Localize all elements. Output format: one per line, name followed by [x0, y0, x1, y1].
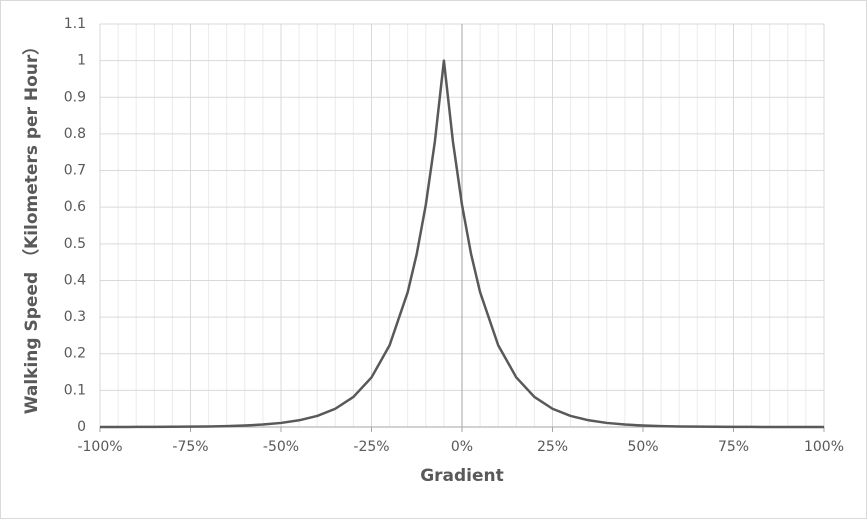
data-line: [100, 59, 824, 429]
y-tick-label: 0.7: [64, 163, 86, 179]
y-tick-label: 0.1: [64, 382, 86, 398]
x-tick-label: -25%: [353, 439, 389, 455]
y-tick-label: 0.5: [64, 236, 86, 252]
x-tick-label: -100%: [77, 439, 122, 455]
y-tick-label: 0.3: [64, 309, 86, 325]
x-tick-label: -50%: [263, 439, 299, 455]
y-tick-label: 0.8: [64, 126, 86, 142]
x-tick-label: 25%: [537, 439, 568, 455]
x-tick-label: 50%: [627, 439, 658, 455]
x-tick-label: -75%: [172, 439, 208, 455]
y-tick-label: 1.1: [64, 16, 86, 32]
y-tick-label: 0.9: [64, 89, 86, 105]
y-tick-label: 0: [77, 419, 86, 435]
y-tick-label: 0.6: [64, 199, 86, 215]
x-tick-label: 100%: [804, 439, 844, 455]
y-axis-label: Walking Speed （Kilometers per Hour）: [21, 38, 42, 415]
x-tick-label: 0%: [451, 439, 473, 455]
x-axis-label: Gradient: [420, 466, 504, 486]
y-tick-label: 0.2: [64, 346, 86, 362]
x-tick-label: 75%: [718, 439, 749, 455]
y-tick-label: 0.4: [64, 272, 86, 288]
y-tick-label: 1: [77, 53, 86, 69]
